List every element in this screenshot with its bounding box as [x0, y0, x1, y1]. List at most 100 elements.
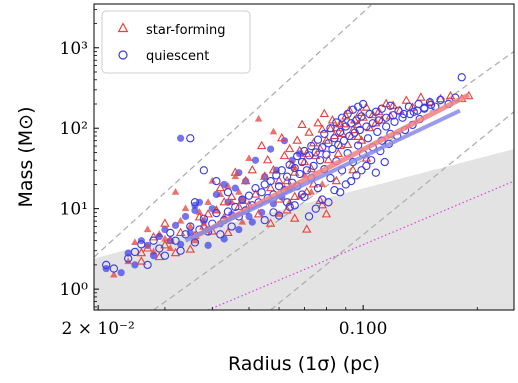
star-forming-point [348, 164, 358, 174]
quiescent-point [293, 151, 302, 161]
star-forming-point [219, 196, 229, 206]
quiescent-point [318, 143, 327, 152]
quiescent-point [166, 228, 175, 238]
quiescent-point [399, 109, 408, 119]
star-forming-point [435, 93, 446, 103]
quiescent-point [362, 122, 371, 131]
quiescent-point [357, 112, 366, 121]
quiescent-point [330, 134, 339, 143]
quiescent-point [181, 230, 190, 239]
star-forming-filled-point [208, 176, 217, 184]
quiescent-point [300, 192, 309, 202]
quiescent-point [223, 207, 233, 216]
quiescent-point [176, 246, 185, 255]
quiescent-point [212, 176, 221, 186]
star-forming-point [344, 105, 355, 114]
quiescent-point [257, 188, 266, 197]
quiescent-point [244, 191, 254, 200]
quiescent-point [186, 222, 195, 231]
quiescent-point [337, 113, 347, 122]
quiescent-point [160, 251, 170, 260]
star-forming-point [250, 189, 261, 198]
star-forming-filled-point [171, 188, 180, 195]
quiescent-point [398, 113, 407, 122]
quiescent-point [390, 117, 399, 126]
star-forming-point [361, 102, 372, 111]
star-forming-filled-point [191, 236, 199, 244]
quiescent-filled-point [266, 145, 275, 153]
star-forming-point [148, 232, 159, 241]
star-forming-point [160, 218, 170, 227]
quiescent-point [336, 127, 345, 137]
quiescent-point [216, 230, 225, 239]
quiescent-point [358, 99, 368, 109]
quiescent-point [353, 102, 363, 111]
quiescent-point [353, 141, 363, 150]
quiescent-filled-point [220, 235, 228, 243]
quiescent-point [290, 163, 299, 173]
data-layer [102, 73, 474, 278]
star-forming-point [265, 218, 276, 227]
legend-label-quiescent: quiescent [146, 49, 209, 64]
quiescent-point [311, 204, 320, 213]
legend: star-forming quiescent [101, 10, 251, 74]
star-forming-point [262, 154, 273, 164]
legend-box [101, 10, 251, 74]
star-forming-filled-point [231, 172, 240, 180]
quiescent-point [295, 169, 304, 179]
quiescent-filled-point [235, 225, 243, 234]
quiescent-point [326, 173, 335, 183]
quiescent-fit-band [184, 108, 461, 243]
star-forming-point [313, 118, 323, 127]
star-forming-point [297, 119, 307, 128]
star-forming-point [223, 227, 233, 236]
quiescent-point [328, 144, 337, 154]
star-forming-point [302, 224, 312, 233]
quiescent-point [302, 166, 311, 175]
quiescent-filled-point [177, 134, 185, 142]
quiescent-point [322, 150, 331, 159]
star-forming-filled-point [143, 225, 152, 233]
quiescent-point [457, 73, 466, 82]
quiescent-point [324, 139, 333, 148]
quiescent-point [326, 124, 335, 133]
star-forming-point [321, 209, 332, 218]
quiescent-point [109, 264, 119, 273]
quiescent-point [285, 202, 294, 212]
quiescent-filled-point [231, 184, 239, 192]
star-forming-filled-point [195, 208, 204, 215]
quiescent-point [277, 166, 286, 175]
quiescent-filled-point [149, 252, 158, 260]
star-forming-point [256, 140, 267, 150]
star-forming-point [317, 200, 327, 209]
star-forming-filled-point [131, 238, 139, 245]
quiescent-point [350, 128, 359, 137]
star-forming-point [302, 148, 312, 157]
star-forming-point [407, 102, 418, 111]
quiescent-point [320, 129, 329, 139]
star-forming-point [333, 148, 344, 157]
quiescent-point [377, 104, 386, 113]
quiescent-point [311, 148, 320, 157]
magenta-dotted-line [207, 180, 514, 310]
star-forming-filled-point [238, 217, 247, 225]
quiescent-filled-point [155, 232, 163, 241]
star-forming-filled-point [124, 257, 132, 265]
quiescent-filled-point [220, 180, 228, 189]
quiescent-point [313, 135, 323, 144]
quiescent-point [313, 183, 323, 193]
quiescent-point [330, 185, 339, 195]
quiescent-point [212, 208, 221, 218]
star-forming-point [304, 127, 314, 136]
star-forming-point [265, 182, 276, 192]
x-tick-label: 0.100 [339, 319, 388, 339]
quiescent-point [336, 188, 345, 197]
quiescent-point [124, 254, 133, 263]
star-forming-point [364, 122, 375, 132]
quiescent-point [332, 118, 341, 127]
quiescent-filled-point [248, 218, 256, 226]
quiescent-point [190, 198, 200, 207]
quiescent-point [186, 134, 195, 143]
quiescent-point [102, 260, 111, 270]
star-forming-filled-point [166, 244, 175, 251]
